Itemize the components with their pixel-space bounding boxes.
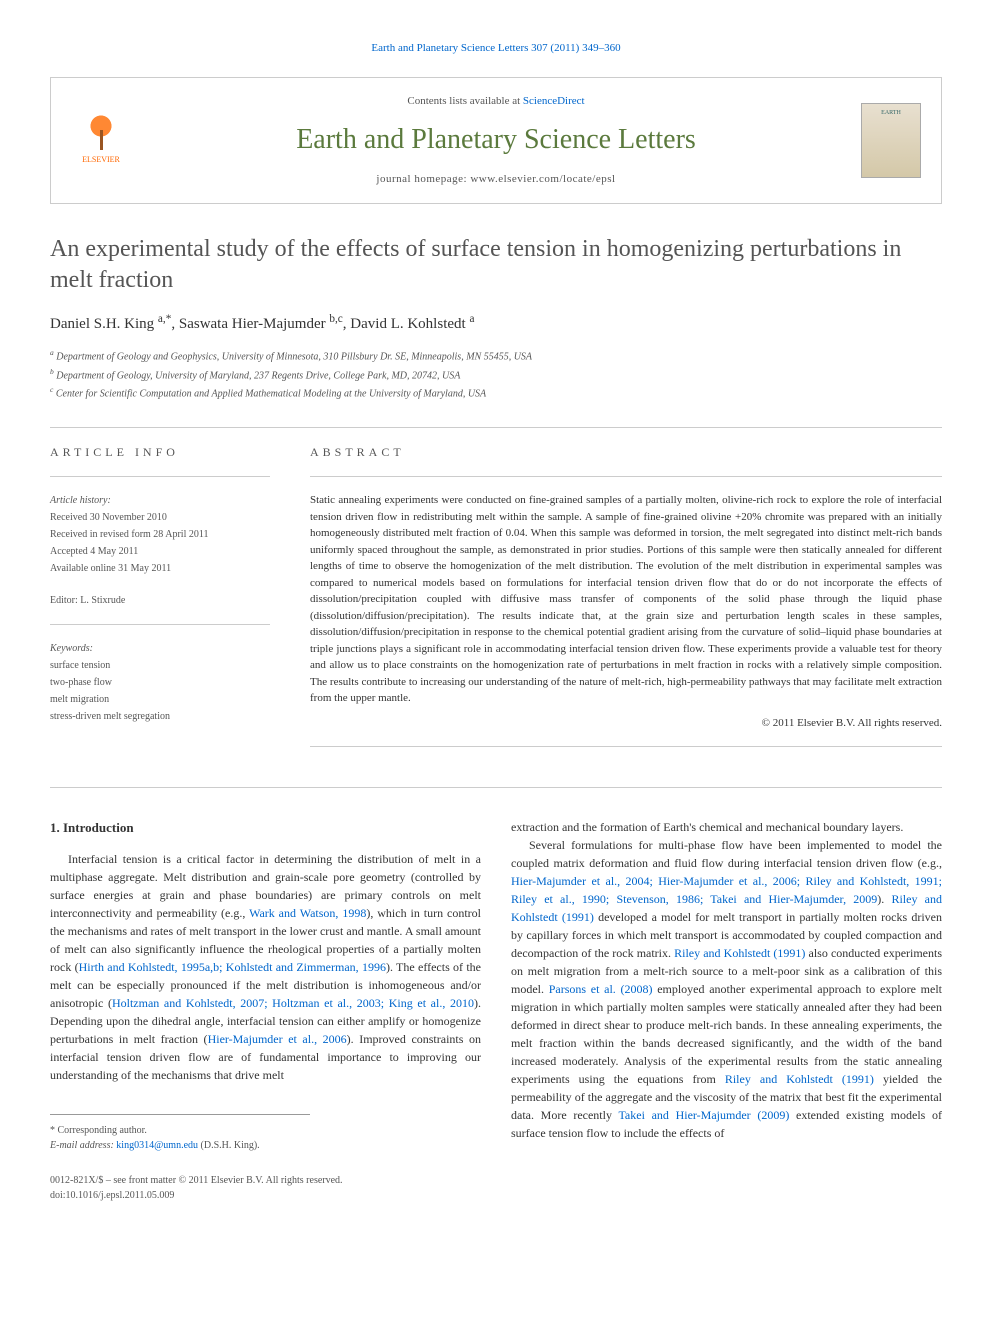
author-list: Daniel S.H. King a,*, Saswata Hier-Majum…	[50, 311, 942, 336]
divider	[50, 427, 942, 428]
citation-text: Earth and Planetary Science Letters 307 …	[371, 42, 620, 54]
cover-text: EARTH	[881, 110, 901, 116]
body-columns: 1. Introduction Interfacial tension is a…	[50, 818, 942, 1203]
email-label: E-mail address:	[50, 1140, 116, 1151]
history-block: Article history: Received 30 November 20…	[50, 492, 270, 577]
divider	[50, 787, 942, 788]
affiliations: a Department of Geology and Geophysics, …	[50, 347, 942, 402]
reference-link[interactable]: Takei and Hier-Majumder (2009)	[618, 1108, 789, 1122]
article-title: An experimental study of the effects of …	[50, 234, 942, 296]
reference-link[interactable]: Riley and Kohlstedt (1991)	[674, 946, 805, 960]
divider	[310, 476, 942, 477]
section-name: Introduction	[63, 820, 134, 835]
footer-copyright: 0012-821X/$ – see front matter © 2011 El…	[50, 1173, 481, 1188]
abstract: ABSTRACT Static annealing experiments we…	[310, 443, 942, 762]
elsevier-logo[interactable]: ELSEVIER	[71, 110, 131, 170]
contents-line: Contents lists available at ScienceDirec…	[131, 93, 861, 110]
info-abstract-row: ARTICLE INFO Article history: Received 3…	[50, 443, 942, 762]
journal-name: Earth and Planetary Science Letters	[131, 119, 861, 161]
keyword: surface tension	[50, 657, 270, 674]
homepage-line: journal homepage: www.elsevier.com/locat…	[131, 171, 861, 188]
body-paragraph-continuation: extraction and the formation of Earth's …	[511, 818, 942, 836]
keyword: two-phase flow	[50, 674, 270, 691]
reference-link[interactable]: Wark and Watson, 1998	[249, 906, 366, 920]
author[interactable]: Daniel S.H. King a,*	[50, 316, 171, 332]
email-line: E-mail address: king0314@umn.edu (D.S.H.…	[50, 1138, 310, 1153]
reference-link[interactable]: Parsons et al. (2008)	[549, 982, 653, 996]
abstract-heading: ABSTRACT	[310, 443, 942, 461]
contents-prefix: Contents lists available at	[407, 95, 522, 107]
journal-cover-thumbnail[interactable]: EARTH	[861, 103, 921, 178]
corresponding-note: * Corresponding author.	[50, 1123, 310, 1138]
footer: 0012-821X/$ – see front matter © 2011 El…	[50, 1173, 481, 1203]
body-paragraph: Several formulations for multi-phase flo…	[511, 836, 942, 1142]
footer-doi: doi:10.1016/j.epsl.2011.05.009	[50, 1188, 481, 1203]
reference-link[interactable]: Hirth and Kohlstedt, 1995a,b; Kohlstedt …	[79, 960, 386, 974]
history-item: Accepted 4 May 2011	[50, 543, 270, 560]
article-info: ARTICLE INFO Article history: Received 3…	[50, 443, 270, 762]
citation-link[interactable]: Earth and Planetary Science Letters 307 …	[50, 40, 942, 57]
reference-link[interactable]: Hier-Majumder et al., 2006	[208, 1032, 347, 1046]
header-center: Contents lists available at ScienceDirec…	[131, 93, 861, 188]
history-item: Received 30 November 2010	[50, 509, 270, 526]
column-right: extraction and the formation of Earth's …	[511, 818, 942, 1203]
copyright: © 2011 Elsevier B.V. All rights reserved…	[310, 715, 942, 732]
author[interactable]: David L. Kohlstedt a	[350, 316, 474, 332]
email-suffix: (D.S.H. King).	[198, 1140, 260, 1151]
elsevier-tree-icon	[81, 114, 121, 154]
history-item: Available online 31 May 2011	[50, 560, 270, 577]
elsevier-label: ELSEVIER	[82, 154, 120, 166]
reference-link[interactable]: Holtzman and Kohlstedt, 2007; Holtzman e…	[112, 996, 474, 1010]
divider	[50, 476, 270, 477]
divider	[50, 624, 270, 625]
keywords-block: Keywords: surface tension two-phase flow…	[50, 640, 270, 725]
affiliation: b Department of Geology, University of M…	[50, 366, 942, 384]
section-title: 1. Introduction	[50, 818, 481, 838]
abstract-text: Static annealing experiments were conduc…	[310, 492, 942, 707]
column-left: 1. Introduction Interfacial tension is a…	[50, 818, 481, 1203]
email-link[interactable]: king0314@umn.edu	[116, 1140, 198, 1151]
article-info-heading: ARTICLE INFO	[50, 443, 270, 461]
keyword: melt migration	[50, 691, 270, 708]
history-label: Article history:	[50, 492, 270, 509]
section-number: 1.	[50, 820, 60, 835]
author[interactable]: Saswata Hier-Majumder b,c	[179, 316, 343, 332]
affiliation: c Center for Scientific Computation and …	[50, 384, 942, 402]
keyword: stress-driven melt segregation	[50, 708, 270, 725]
divider	[310, 746, 942, 747]
history-item: Received in revised form 28 April 2011	[50, 526, 270, 543]
sciencedirect-link[interactable]: ScienceDirect	[523, 95, 585, 107]
journal-header: ELSEVIER Contents lists available at Sci…	[50, 77, 942, 204]
reference-link[interactable]: Riley and Kohlstedt (1991)	[725, 1072, 874, 1086]
footnotes: * Corresponding author. E-mail address: …	[50, 1114, 310, 1153]
body-paragraph: Interfacial tension is a critical factor…	[50, 850, 481, 1084]
affiliation: a Department of Geology and Geophysics, …	[50, 347, 942, 365]
editor-name: L. Stixrude	[80, 595, 125, 606]
keywords-label: Keywords:	[50, 640, 270, 657]
editor-block: Editor: L. Stixrude	[50, 592, 270, 609]
editor-label: Editor:	[50, 595, 80, 606]
